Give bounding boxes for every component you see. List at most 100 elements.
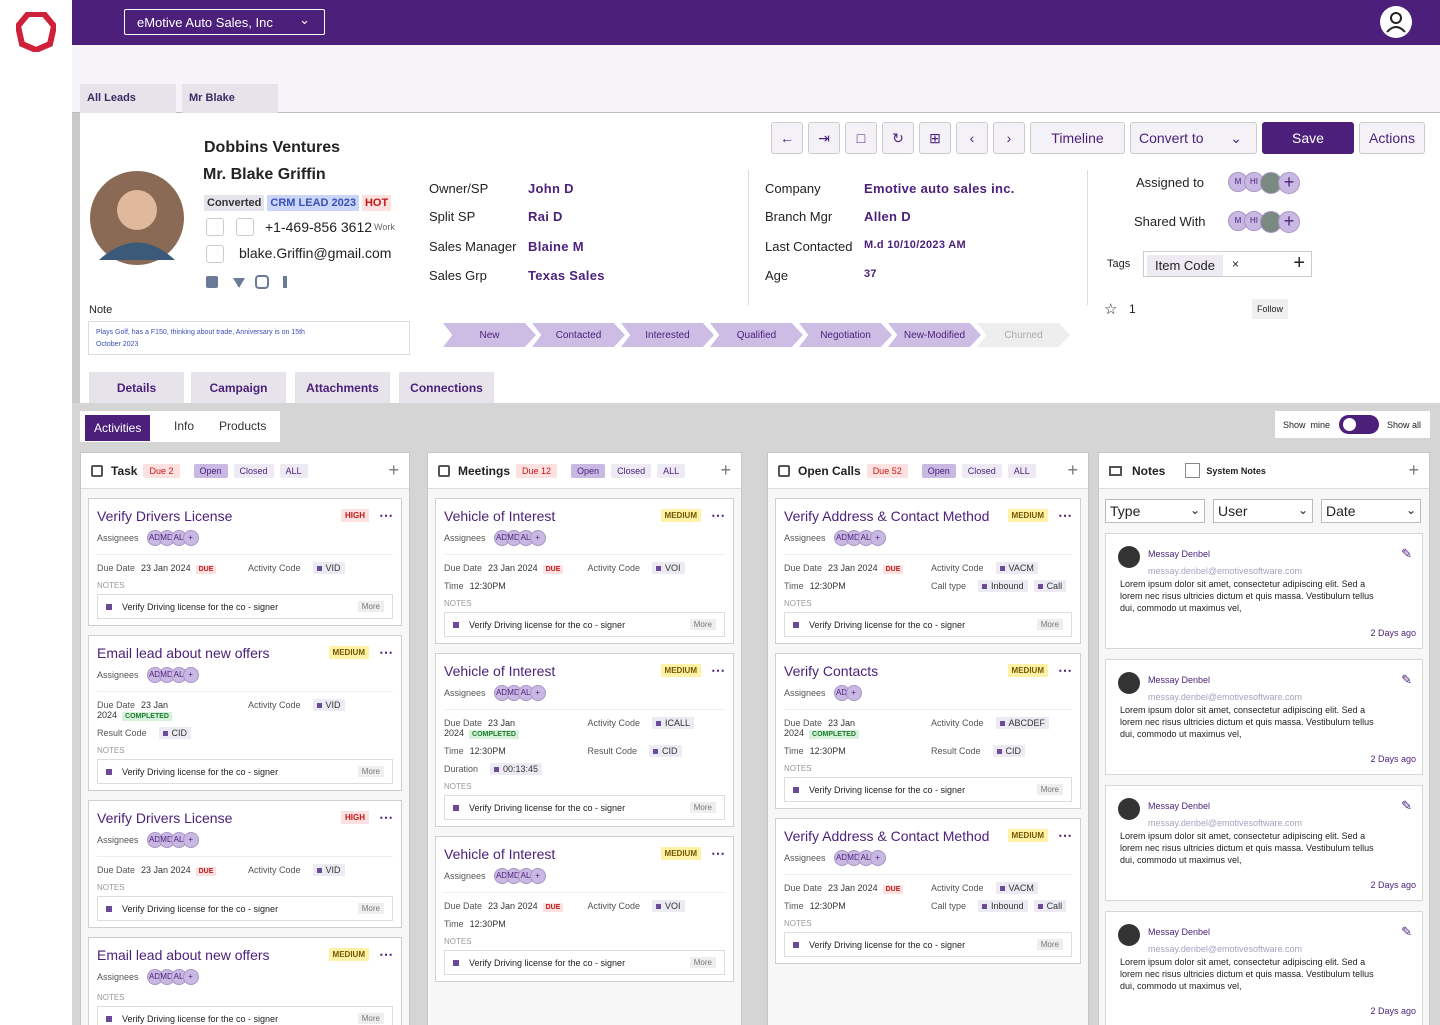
- field-label: Company: [765, 181, 821, 196]
- add-button[interactable]: +: [1067, 460, 1078, 480]
- stage[interactable]: New-Modified: [888, 323, 981, 347]
- tags-box[interactable]: Item Code × +: [1143, 251, 1312, 277]
- menu[interactable]: ⋯: [711, 662, 725, 678]
- convert-button[interactable]: Convert to ⌄: [1130, 122, 1257, 154]
- tag-add[interactable]: +: [1293, 252, 1305, 274]
- save-button[interactable]: Save: [1262, 122, 1354, 154]
- stage[interactable]: Qualified: [710, 323, 803, 347]
- filter[interactable]: ALL: [657, 463, 686, 478]
- timeline-button[interactable]: Timeline: [1030, 122, 1125, 154]
- add-assignee[interactable]: +: [869, 530, 886, 546]
- card-title: Verify Address & Contact Method: [784, 507, 990, 524]
- tab-strip: All Leads Mr Blake: [72, 45, 1440, 113]
- stage[interactable]: Churned: [977, 323, 1070, 347]
- menu[interactable]: ⋯: [1058, 662, 1072, 678]
- company-select[interactable]: eMotive Auto Sales, Inc ⌄: [124, 9, 325, 35]
- filter[interactable]: Closed: [961, 463, 1002, 478]
- menu[interactable]: ⋯: [1058, 507, 1072, 523]
- sub-tab[interactable]: Products: [219, 419, 267, 433]
- add-assignee[interactable]: +: [182, 667, 199, 683]
- assignees-row: Assignees ADMDAL +: [444, 868, 725, 884]
- menu[interactable]: ⋯: [711, 845, 725, 861]
- more[interactable]: More: [357, 601, 384, 612]
- section-tab[interactable]: Connections: [399, 372, 494, 403]
- stage[interactable]: New: [443, 323, 536, 347]
- switch[interactable]: [1339, 415, 1379, 434]
- stage[interactable]: Contacted: [532, 323, 625, 347]
- tab[interactable]: Mr Blake: [182, 84, 278, 113]
- field-label: Time: [444, 919, 464, 929]
- checkbox[interactable]: [1185, 463, 1201, 478]
- folder-button[interactable]: □: [845, 122, 877, 154]
- more[interactable]: More: [1036, 619, 1063, 630]
- add-assignee[interactable]: +: [1278, 172, 1300, 194]
- add-assignee[interactable]: +: [182, 969, 199, 985]
- user-avatar[interactable]: [1379, 5, 1413, 39]
- add-assignee[interactable]: +: [1278, 211, 1300, 233]
- card-title-row: Vehicle of Interest MEDIUM ⋯: [444, 845, 725, 862]
- filter[interactable]: Open: [571, 463, 606, 478]
- filter[interactable]: Closed: [611, 463, 652, 478]
- section-tab[interactable]: Campaign: [191, 372, 286, 403]
- dropdown[interactable]: User ⌄: [1213, 499, 1313, 523]
- status: DUE: [542, 903, 564, 912]
- sms-icon[interactable]: [236, 218, 254, 236]
- add-assignee[interactable]: +: [869, 850, 886, 866]
- stage[interactable]: Negotiation: [799, 323, 892, 347]
- more[interactable]: More: [357, 903, 384, 914]
- dropdown[interactable]: Date ⌄: [1321, 499, 1421, 523]
- filter[interactable]: Closed: [233, 463, 274, 478]
- field: Time 12:30PM: [444, 581, 582, 591]
- add-button[interactable]: +: [720, 460, 731, 480]
- note-text: Verify Driving license for the co - sign…: [122, 601, 279, 612]
- more[interactable]: More: [689, 957, 716, 968]
- add-button[interactable]: ⊞: [919, 122, 951, 154]
- field-label: Branch Mgr: [765, 209, 833, 224]
- add-assignee[interactable]: +: [845, 685, 862, 701]
- menu[interactable]: ⋯: [711, 507, 725, 523]
- next-button[interactable]: ›: [993, 122, 1025, 154]
- more[interactable]: More: [1036, 784, 1063, 795]
- sub-tab[interactable]: Activities: [85, 415, 151, 441]
- add-assignee[interactable]: +: [182, 832, 199, 848]
- refresh-button[interactable]: ↻: [882, 122, 914, 154]
- prev-button[interactable]: ‹: [956, 122, 988, 154]
- tab[interactable]: All Leads: [80, 84, 176, 113]
- more[interactable]: More: [357, 766, 384, 777]
- social-icons[interactable]: [205, 274, 295, 290]
- menu[interactable]: ⋯: [379, 644, 393, 660]
- add-button[interactable]: +: [1408, 460, 1419, 480]
- more[interactable]: More: [357, 1013, 384, 1024]
- tag-remove[interactable]: ×: [1232, 257, 1240, 271]
- filter[interactable]: ALL: [1007, 463, 1036, 478]
- dropdown[interactable]: Type ⌄: [1105, 499, 1205, 523]
- follow-button[interactable]: Follow: [1252, 299, 1288, 319]
- stage[interactable]: Interested: [621, 323, 714, 347]
- star-icon[interactable]: ☆: [1104, 301, 1118, 318]
- section-tab[interactable]: Attachments: [295, 372, 390, 403]
- filter[interactable]: ALL: [279, 463, 308, 478]
- code: Call: [1033, 580, 1067, 592]
- menu[interactable]: ⋯: [379, 809, 393, 825]
- actions-button[interactable]: Actions: [1359, 122, 1425, 154]
- email-icon[interactable]: [206, 245, 224, 263]
- back-button[interactable]: ←: [771, 122, 803, 154]
- more[interactable]: More: [1036, 939, 1063, 950]
- toggle[interactable]: Show mine Show all: [1275, 411, 1430, 438]
- more[interactable]: More: [689, 802, 716, 813]
- add-button[interactable]: +: [388, 460, 399, 480]
- section-tab[interactable]: Details: [89, 372, 184, 403]
- menu[interactable]: ⋯: [379, 507, 393, 523]
- menu[interactable]: ⋯: [1058, 827, 1072, 843]
- menu[interactable]: ⋯: [379, 946, 393, 962]
- login-button[interactable]: ⇥: [808, 122, 840, 154]
- add-assignee[interactable]: +: [529, 530, 546, 546]
- filter[interactable]: Open: [193, 463, 228, 478]
- more[interactable]: More: [689, 619, 716, 630]
- filter[interactable]: Open: [921, 463, 956, 478]
- phone-icon[interactable]: [206, 218, 224, 236]
- add-assignee[interactable]: +: [529, 868, 546, 884]
- add-assignee[interactable]: +: [182, 530, 199, 546]
- sub-tab[interactable]: Info: [174, 419, 195, 433]
- add-assignee[interactable]: +: [529, 685, 546, 701]
